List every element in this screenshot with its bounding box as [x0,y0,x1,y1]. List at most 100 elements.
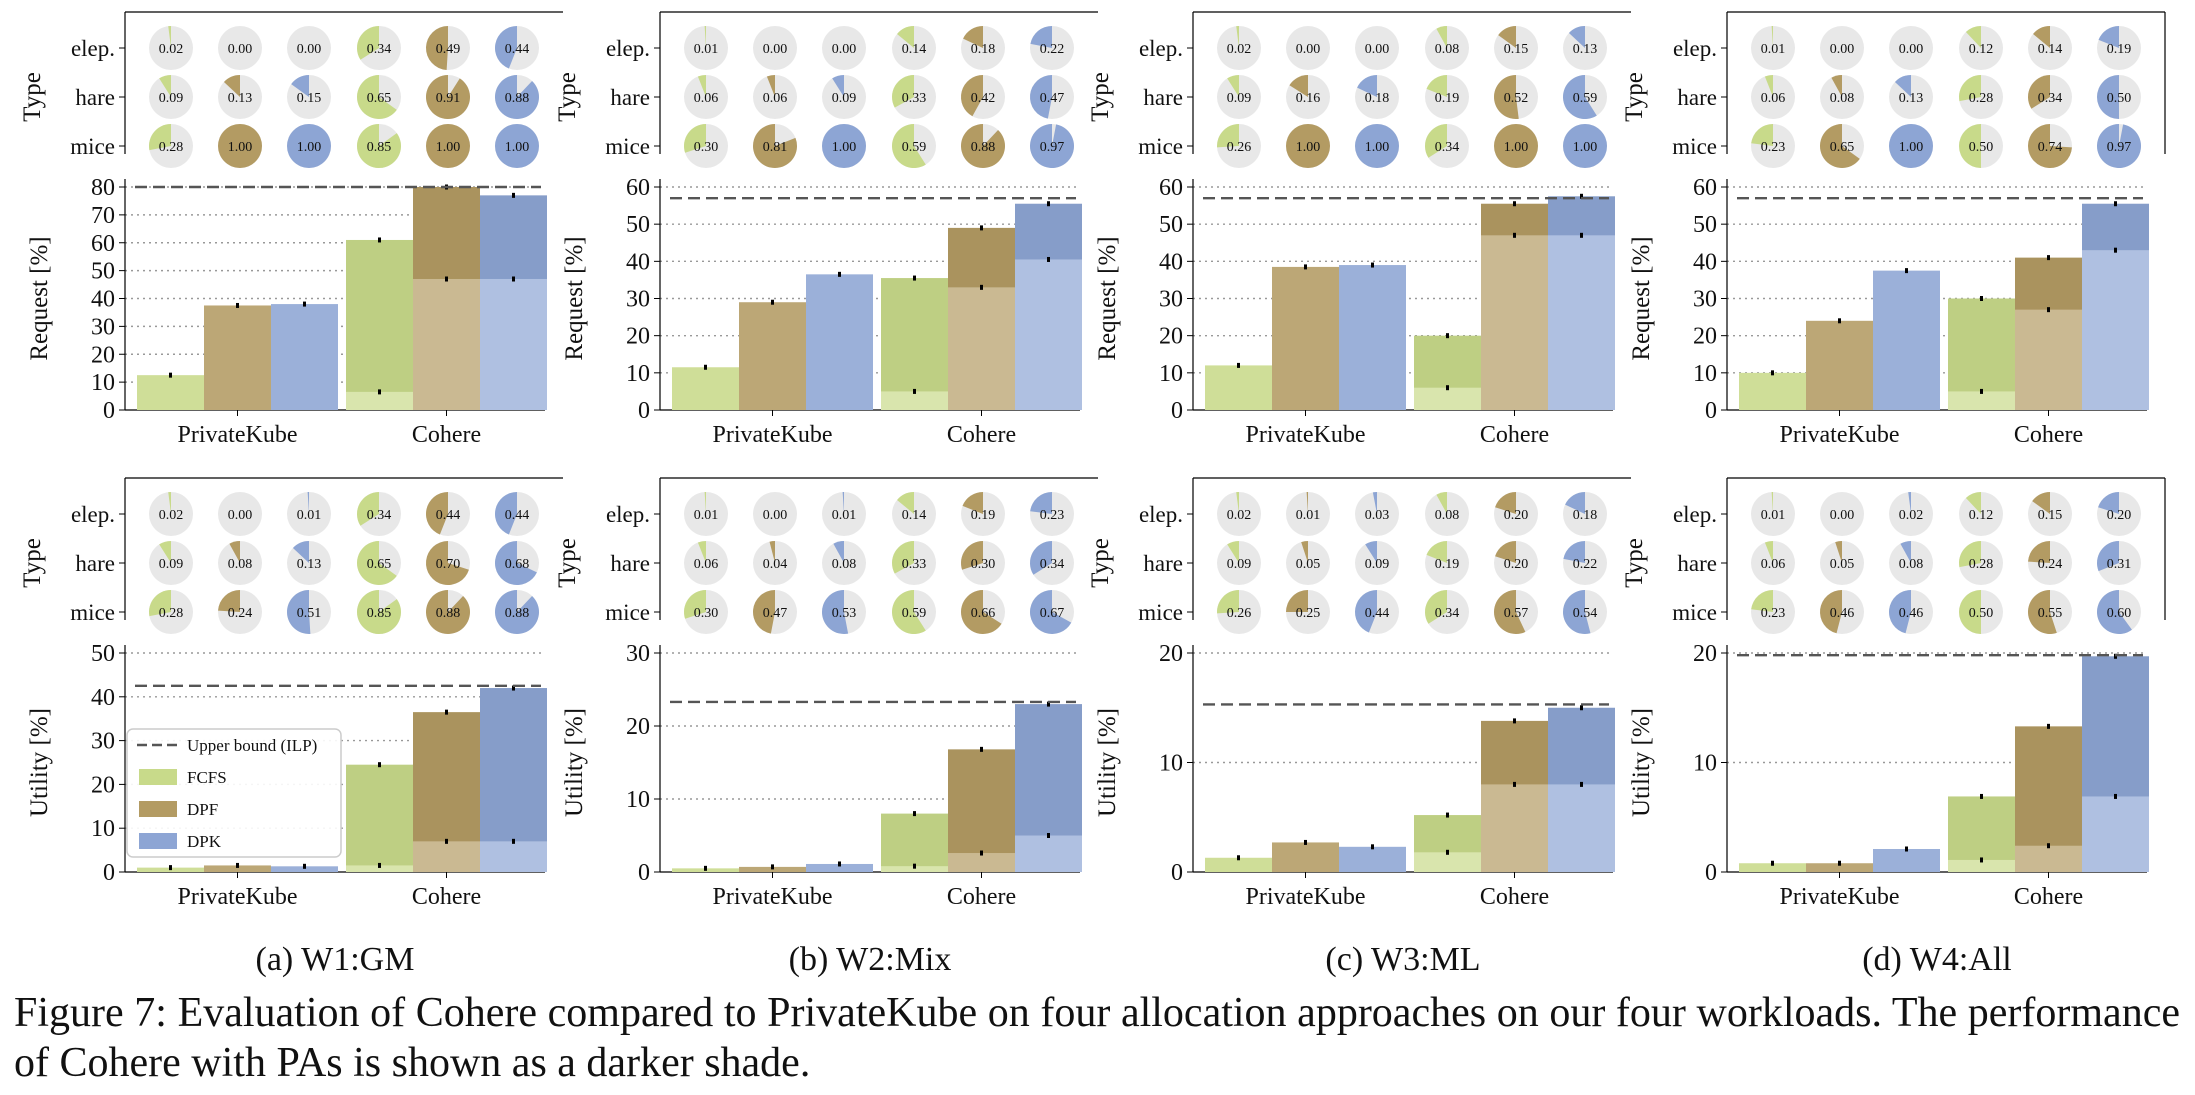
w3-request-ytick-label-2: 20 [1159,324,1183,350]
w3-request-pie-r2-c5-slice [1563,124,1607,168]
w1-request-pie-r1-c2-slice [291,75,309,97]
w2-utility-pie-r0-c4-slice [962,492,983,514]
w4-request-pie-r2-c5-label: 0.97 [2107,140,2132,155]
w3-utility-pie-r0-c4-slice [1495,492,1516,514]
w4-utility-bar-privatekube-FCFS [1739,863,1806,872]
w4-utility-bar-cohere-DPK [2082,796,2149,872]
w3-request-pie-r2-c0-label: 0.26 [1227,140,1252,155]
w3-request-ytick-label-1: 10 [1159,361,1183,387]
w1-utility-ytick-label-1: 10 [91,816,115,842]
w2-utility-bar-cohere-FCFS [881,866,948,872]
w2-utility-pie-r1-c2-slice [833,541,844,563]
w2-utility-ytick-label-1: 10 [626,787,650,813]
w1-utility-pie-r0-c4-slice [426,492,448,535]
w1-request-pie-r2-c2-slice [287,124,331,168]
w3-utility-bar-privatekube-DPK [1339,846,1406,872]
w1-request-pie-r0-c2-label: 0.00 [297,42,322,57]
w2-utility-pie-r2-c0-slice [684,590,706,619]
w2-utility-pie-r1-c3-label: 0.33 [902,557,927,572]
w1-request-pie-r1-c5-label: 0.88 [505,91,530,106]
w2-request-bar-cohere-pa-FCFS [881,278,948,410]
w1-utility-bar-cohere-pa-FCFS [346,764,413,872]
w1-request-pie-r2-c0-slice [149,124,171,151]
legend-label-1: FCFS [187,768,227,787]
w4-utility-ytick-label-2: 20 [1693,641,1717,667]
w1-utility-pie-r1-c2-label: 0.13 [297,557,322,572]
w1-utility-pie-r0-c5-slice [495,492,517,535]
w4-utility-bar-privatekube-DPF [1806,863,1873,872]
w1-request-pie-r0-c5-slice [495,26,517,69]
w3-utility-xtick-label-1: Cohere [1480,884,1549,910]
w2-utility-pie-r1-c2-label: 0.08 [832,557,857,572]
w1-utility-pie-r1-c0-label: 0.09 [159,557,184,572]
w3-request-pie-r0-c3-slice [1436,26,1447,48]
w4-utility-pie-r1-c4-slice [2028,541,2050,563]
legend-box [126,728,342,858]
w3-request-type-label-0: elep. [1139,36,1183,61]
w2-utility-pie-r1-c1-slice [769,541,775,563]
w3-utility-type-label-0: elep. [1139,502,1183,527]
w4-request-pie-r0-c1-bg [1820,26,1864,70]
w1-request-pie-r1-c5-slice [495,75,540,119]
w2-request-pie-r1-c4-slice [961,75,983,117]
w4-utility-pie-r0-c5-slice [2098,492,2119,514]
w2-request-pie-r0-c2-label: 0.00 [832,42,857,57]
w3-utility-pie-r1-c5-label: 0.22 [1573,557,1598,572]
w2-utility-pie-r1-c3-slice [892,541,914,574]
w4-request-pie-r0-c2-bg [1889,26,1933,70]
w1-utility-pie-r2-c3-slice [357,590,401,635]
w2-request-pie-r1-c5-label: 0.47 [1040,91,1065,106]
w4-request-pie-r2-c4-label: 0.74 [2038,140,2063,155]
w1-utility-pie-r0-c1-bg [218,492,262,536]
w2-request-pie-r2-c5-slice [1030,124,1074,169]
w4-request-pie-r2-c2-slice [1889,124,1933,168]
w3-utility-type-label-1: hare [1143,551,1183,576]
w1-request-pie-r1-c2-label: 0.15 [297,91,322,106]
w1-utility-pie-r1-c3-slice [357,541,397,585]
w2-request-pie-r0-c5-slice [1030,26,1052,48]
w3-request-ytick-label-3: 30 [1159,287,1183,313]
w4-request-xtick-label-1: Cohere [2014,422,2083,448]
w4-utility-pie-r2-c1-label: 0.46 [1830,606,1855,621]
w4-request-type-label-1: hare [1677,85,1717,110]
w4-request-pie-r1-c0-slice [1764,75,1773,97]
w4-utility-pie-r2-c3-slice [1959,590,1981,634]
w2-utility-pie-r2-c2-label: 0.53 [832,606,857,621]
w2-request-ytick-label-0: 0 [638,398,650,424]
w2-request-pie-r2-c0-slice [684,124,706,153]
w2-utility-pie-r0-c0-label: 0.01 [694,508,719,523]
w1-utility-pie-r1-c5-slice [495,541,537,585]
w3-utility-pie-r2-c1-slice [1286,590,1308,612]
w2-request-pie-r0-c4-label: 0.18 [971,42,996,57]
w2-utility-pie-r1-c4-slice [961,541,983,570]
w2-request-pie-r1-c2-label: 0.09 [832,91,857,106]
w3-utility-pie-r0-c4-label: 0.20 [1504,508,1529,523]
w1-request-pie-r2-c1-label: 1.00 [228,140,253,155]
w3-utility-pie-r1-c5-slice [1563,541,1585,563]
w2-request-pie-r2-c1-slice [753,124,798,168]
w3-request-pie-r1-c1-label: 0.16 [1296,91,1321,106]
w1-utility-ytick-label-5: 50 [91,641,115,667]
w1-utility-pie-r0-c4-label: 0.44 [436,508,461,523]
w1-request-xtick-label-0: PrivateKube [178,422,298,448]
w2-utility-pie-r1-c4-label: 0.30 [971,557,996,572]
w3-request-pie-r0-c5-label: 0.13 [1573,42,1598,57]
w4-request-pie-r1-c1-label: 0.08 [1830,91,1855,106]
w2-request-pie-r0-c0-label: 0.01 [694,42,719,57]
w4-utility-xtick-label-1: Cohere [2014,884,2083,910]
w1-request-pie-r2-c4-slice [426,124,470,168]
w3-request-ytick-label-6: 60 [1159,175,1183,201]
w4-utility-bar-privatekube-DPK [1873,849,1940,872]
w1-utility-ytick-label-4: 40 [91,685,115,711]
legend-swatch-dpk [139,833,177,849]
w4-utility-ytick-label-0: 0 [1705,860,1717,886]
w4-utility-pie-r0-c0-label: 0.01 [1761,508,1786,523]
w1-sublabel: (a) W1:GM [256,941,415,978]
w4-utility-pie-r2-c5-slice [2097,590,2132,634]
w1-request-xtick-label-1: Cohere [412,422,481,448]
w1-utility-pie-r1-c5-label: 0.68 [505,557,530,572]
w3-request-pie-r2-c0-slice [1217,124,1239,148]
w4-utility-type-label-0: elep. [1673,502,1717,527]
w1-request-ytick-label-1: 10 [91,370,115,396]
w3-sublabel: (c) W3:ML [1325,941,1480,978]
